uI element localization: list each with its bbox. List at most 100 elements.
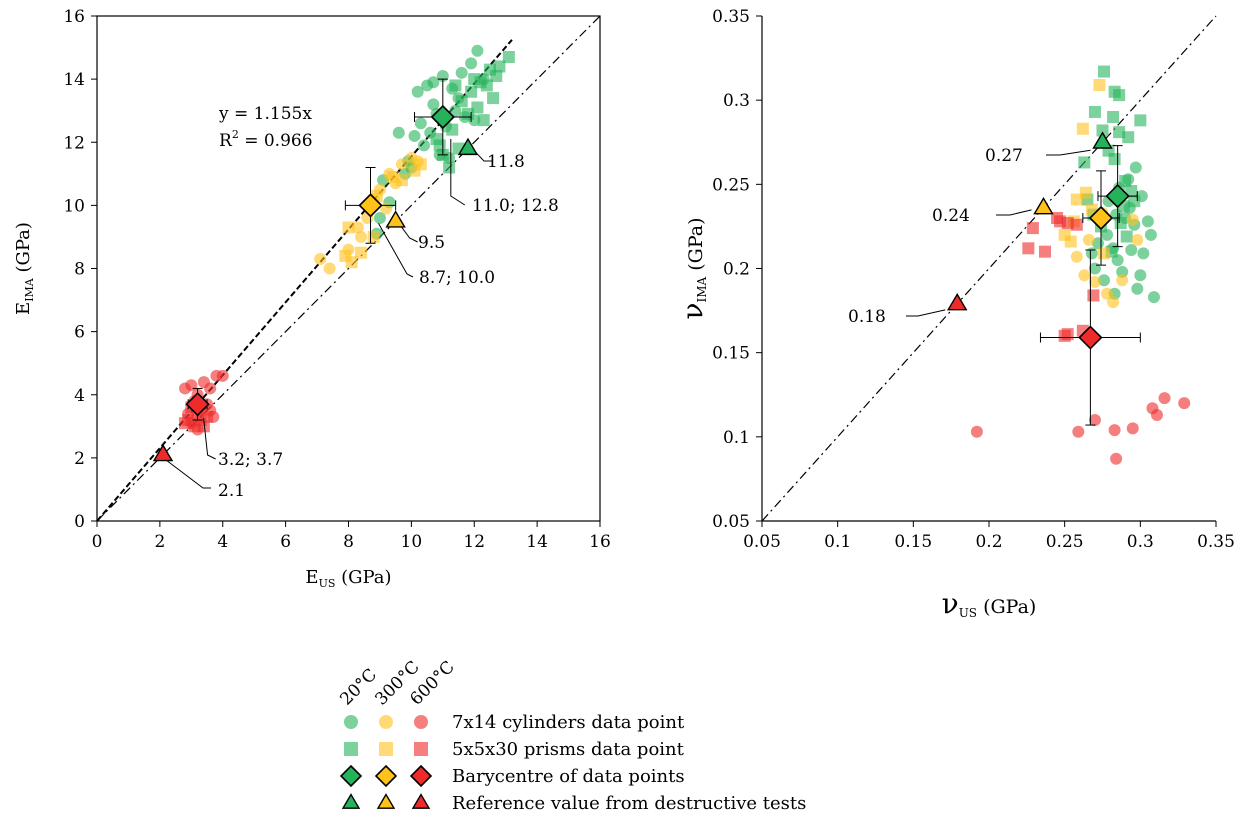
legend-circle-marker	[414, 715, 428, 729]
legend-triangle-marker	[376, 793, 396, 809]
fit-equation: y = 1.155x	[218, 104, 312, 124]
circle-data-point	[1098, 274, 1111, 287]
y-tick-label: 0.35	[712, 7, 750, 27]
square-data-point	[1098, 65, 1111, 78]
legend-diamond-marker	[374, 764, 398, 788]
identity-line	[761, 15, 1217, 522]
square-data-point	[1113, 89, 1126, 102]
circle-data-point	[204, 382, 217, 395]
x-tick-label: 0.25	[1046, 532, 1084, 552]
leader-line	[401, 226, 418, 243]
reference-marker	[1092, 131, 1113, 149]
x-axis-label: EUS (GPa)	[305, 567, 391, 590]
circle-data-point	[1126, 422, 1139, 435]
y-tick-label: 10	[63, 196, 85, 216]
square-data-point	[1108, 153, 1121, 166]
y-tick-label: 0.3	[723, 91, 750, 111]
leader-line	[166, 460, 212, 489]
square-data-point	[1076, 122, 1089, 135]
square-data-point	[480, 79, 493, 92]
legend-triangle-marker	[341, 793, 361, 809]
x-tick-label: 0.1	[824, 532, 851, 552]
legend-diamond-marker	[339, 764, 363, 788]
x-axis-label-unit: (GPa)	[335, 567, 391, 588]
reference-label: 9.5	[418, 233, 445, 253]
circle-data-point	[1178, 397, 1191, 410]
barycentre-marker	[1105, 183, 1130, 209]
circle-data-point	[471, 44, 484, 57]
x-tick-label: 16	[589, 532, 611, 552]
square-data-point	[446, 123, 459, 136]
reference-label: 0.27	[985, 146, 1023, 166]
square-data-point	[443, 161, 456, 174]
x-tick-label: 0.15	[894, 532, 932, 552]
legend-square-marker	[414, 742, 428, 756]
fit-r2: R2 = 0.966	[219, 128, 313, 151]
square-data-point	[1098, 247, 1111, 260]
reference-marker	[457, 137, 479, 156]
square-data-point	[493, 60, 506, 73]
square-data-point	[179, 417, 192, 430]
y-tick-label: 0.2	[723, 260, 750, 280]
square-data-point	[395, 174, 408, 187]
square-data-point	[1022, 242, 1035, 255]
square-data-point	[1122, 131, 1135, 144]
square-data-point	[1078, 156, 1091, 169]
circle-data-point	[1110, 452, 1123, 465]
square-data-point	[1114, 217, 1127, 230]
square-data-point	[1120, 230, 1133, 243]
x-tick-label: 2	[154, 532, 165, 552]
leader-line	[203, 418, 216, 460]
square-data-point	[386, 170, 399, 183]
leader-line	[1046, 149, 1091, 156]
legend-temperature: 20°C	[336, 665, 381, 710]
square-data-point	[1119, 174, 1132, 187]
legend-circle-marker	[344, 715, 358, 729]
x-tick-label: 0.05	[743, 532, 781, 552]
circle-data-point	[1137, 247, 1150, 260]
square-data-point	[414, 158, 427, 171]
reference-marker	[946, 292, 968, 311]
square-data-point	[1088, 105, 1101, 118]
circle-data-point	[392, 126, 405, 139]
square-data-point	[1087, 289, 1100, 302]
barycentre-marker	[430, 104, 455, 130]
barycentre-marker	[358, 193, 383, 218]
circle-data-point	[1125, 243, 1138, 256]
circle-data-point	[455, 66, 468, 79]
square-data-point	[1070, 218, 1083, 231]
legend-label: 5x5x30 prisms data point	[452, 739, 685, 760]
circle-data-point	[216, 369, 229, 382]
y-axis-label-sub: IMA	[695, 276, 709, 302]
square-data-point	[487, 92, 500, 105]
circle-data-point	[1070, 250, 1083, 263]
circle-data-point	[414, 117, 427, 130]
y-tick-label: 0	[74, 512, 85, 532]
leader-line	[378, 223, 414, 278]
fit-r2-exp: 2	[232, 128, 239, 141]
leader-line	[996, 209, 1032, 216]
y-axis-label-main: E	[13, 302, 34, 315]
circle-data-point	[465, 57, 478, 70]
square-data-point	[471, 101, 484, 114]
circle-data-point	[1150, 408, 1163, 421]
fit-r2-prefix: R	[219, 131, 233, 151]
y-axis-label-main: ν	[676, 302, 709, 319]
x-tick-label: 0.35	[1197, 532, 1235, 552]
x-tick-label: 14	[526, 532, 548, 552]
circle-data-point	[1116, 265, 1129, 278]
square-data-point	[1061, 217, 1074, 230]
y-axis-label: νIMA (GPa)	[676, 217, 709, 319]
circle-data-point	[1116, 274, 1129, 287]
x-tick-label: 0.2	[975, 532, 1002, 552]
legend-label: Reference value from destructive tests	[452, 793, 806, 814]
fit-r2-value: = 0.966	[239, 131, 313, 151]
y-axis-label-unit: (GPa)	[685, 217, 707, 276]
x-axis-label: νUS (GPa)	[942, 587, 1037, 620]
circle-data-point	[373, 212, 386, 224]
circle-data-point	[355, 230, 368, 243]
square-data-point	[502, 51, 515, 64]
circle-data-point	[323, 262, 336, 275]
y-tick-label: 12	[63, 133, 85, 153]
